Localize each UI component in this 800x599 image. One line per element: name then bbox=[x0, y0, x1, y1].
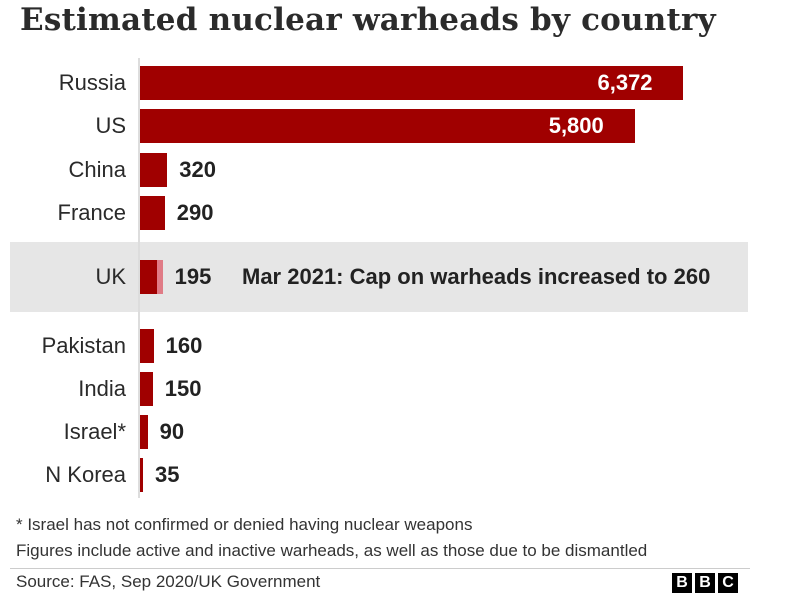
value-label: 150 bbox=[164, 376, 202, 401]
value-label: 35 bbox=[154, 462, 180, 487]
bbc-logo: B B C bbox=[672, 573, 738, 593]
category-label: France bbox=[57, 200, 126, 225]
bar bbox=[140, 109, 635, 143]
bbc-logo-letter: B bbox=[695, 573, 715, 593]
source-text: Source: FAS, Sep 2020/UK Government bbox=[16, 572, 321, 591]
category-label: Russia bbox=[58, 70, 126, 95]
value-label: 90 bbox=[159, 419, 185, 444]
bar-chart: Russia 6,372 US 5,800 China 320 France 290 UK 195… bbox=[0, 58, 800, 498]
uk-highlight-band bbox=[10, 242, 748, 312]
bar-row: India 150 bbox=[0, 372, 800, 406]
bar bbox=[140, 415, 148, 449]
value-label: 5,800 bbox=[548, 113, 604, 138]
value-label: 6,372 bbox=[597, 70, 653, 95]
bar bbox=[140, 458, 143, 492]
value-label: 195 bbox=[174, 264, 212, 289]
bar bbox=[140, 260, 157, 294]
bar-row: Israel* 90 bbox=[0, 415, 800, 449]
uk-annotation: Mar 2021: Cap on warheads increased to 2… bbox=[242, 264, 711, 289]
category-label: Israel* bbox=[63, 419, 126, 444]
bar bbox=[140, 66, 684, 100]
bar-increase bbox=[156, 260, 163, 294]
bar-row: China 320 bbox=[0, 153, 800, 187]
bar-row: UK 195 Mar 2021: Cap on warheads increased… bbox=[0, 260, 800, 294]
category-label: US bbox=[95, 113, 126, 138]
bar-row: US 5,800 bbox=[0, 109, 800, 143]
bar bbox=[140, 153, 168, 187]
bbc-logo-letter: C bbox=[718, 573, 738, 593]
bar-row: Russia 6,372 bbox=[0, 66, 800, 100]
category-label: China bbox=[68, 157, 126, 182]
category-label: India bbox=[78, 376, 126, 401]
value-label: 290 bbox=[176, 200, 214, 225]
category-label: N Korea bbox=[45, 462, 126, 487]
bar bbox=[140, 372, 153, 406]
bar-row: N Korea 35 bbox=[0, 458, 800, 492]
bar bbox=[140, 329, 154, 363]
category-label: Pakistan bbox=[41, 333, 126, 358]
bar-row: Pakistan 160 bbox=[0, 329, 800, 363]
bbc-logo-letter: B bbox=[672, 573, 692, 593]
chart-title: Estimated nuclear warheads by country bbox=[20, 2, 716, 38]
bar bbox=[140, 196, 165, 230]
y-axis-line bbox=[138, 58, 140, 498]
bar-row: France 290 bbox=[0, 196, 800, 230]
footnote-israel: * Israel has not confirmed or denied hav… bbox=[16, 515, 473, 534]
category-label: UK bbox=[95, 264, 126, 289]
footer-divider bbox=[10, 568, 750, 569]
value-label: 320 bbox=[179, 157, 216, 182]
value-label: 160 bbox=[165, 333, 203, 358]
footnote-figures: Figures include active and inactive warh… bbox=[16, 541, 648, 560]
